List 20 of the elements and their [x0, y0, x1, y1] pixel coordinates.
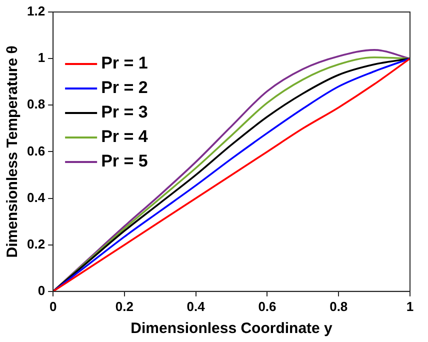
x-axis-title: Dimensionless Coordinate y	[130, 320, 334, 338]
legend-label: Pr = 5	[101, 152, 148, 171]
x-tick-label: 1	[406, 298, 414, 314]
x-tick-label: 0.6	[258, 298, 276, 314]
legend-label: Pr = 3	[101, 102, 148, 122]
x-tick-label: 0.4	[186, 298, 206, 314]
legend-label: Pr = 2	[101, 78, 148, 98]
y-axis-title: Dimensionless Temperature θ	[4, 46, 22, 258]
x-tick-label: 0	[49, 298, 57, 314]
x-tick-label: 0.2	[115, 298, 134, 314]
legend-label: Pr = 4	[101, 127, 148, 146]
y-tick-label: 0.8	[26, 96, 46, 112]
y-tick-label: 1	[38, 50, 46, 66]
x-tick-label: 0.8	[330, 298, 348, 314]
legend-label: Pr = 1	[101, 54, 148, 73]
y-tick-label: 0	[38, 282, 46, 298]
y-tick-label: 0.6	[26, 143, 46, 158]
y-tick-label: 1.2	[26, 4, 46, 19]
y-tick-label: 0.4	[26, 190, 46, 205]
y-tick-label: 0.2	[26, 236, 46, 252]
